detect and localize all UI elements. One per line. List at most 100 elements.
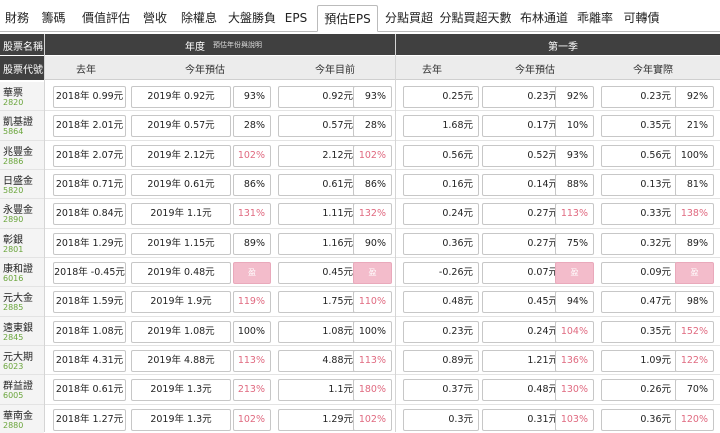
stock-name[interactable]: 華南金 [3, 410, 33, 422]
cell-y-fc-pct: 盈 [233, 261, 271, 284]
stock-cell[interactable]: 彰銀 2801 [0, 228, 44, 257]
cell-y-last: 2018年 -0.45元 [53, 261, 126, 284]
cell-q-fc-pct: 136% [555, 349, 594, 372]
stock-name[interactable]: 元大金 [3, 293, 33, 305]
cell-q-act: 0.36元 [601, 408, 677, 431]
cell-q-act: 0.23元 [601, 86, 677, 108]
cell-y-cur: 2.12元 [278, 144, 359, 167]
cell-y-fc: 2019年 0.92元 [131, 86, 231, 108]
stock-cell[interactable]: 元大期 6023 [0, 345, 44, 375]
cell-y-fc: 2019年 4.88元 [131, 349, 231, 372]
cell-y-last: 2018年 1.08元 [53, 320, 126, 343]
tab-4[interactable]: 除權息 [180, 11, 217, 25]
cell-y-cur-pct: 110% [353, 291, 392, 314]
tab-3[interactable]: 營收 [142, 11, 167, 25]
cell-y-cur-pct: 113% [353, 349, 392, 372]
cell-q-act-pct: 92% [675, 86, 714, 108]
quarter-title: 第一季 [548, 42, 578, 53]
table-row: 康和證 6016 2018年 -0.45元 2019年 0.48元盈 0.45元盈 -0.… [0, 257, 720, 288]
stock-cell[interactable]: 康和證 6016 [0, 257, 44, 287]
stock-cell[interactable]: 華南金 2880 [0, 404, 44, 433]
cell-y-fc-pct: 100% [233, 320, 271, 343]
col-header-quarter-last-year: 去年 [422, 65, 442, 76]
cell-y-cur-pct: 90% [353, 232, 392, 255]
tab-2[interactable]: 價值評估 [81, 11, 130, 25]
cell-q-fc-pct: 94% [555, 291, 594, 314]
cell-y-cur: 0.61元 [278, 173, 359, 196]
cell-q-act-pct: 89% [675, 232, 714, 255]
stock-name[interactable]: 永豐金 [3, 205, 33, 217]
tab-1[interactable]: 籌碼 [41, 11, 66, 25]
cell-q-act-pct: 100% [675, 144, 714, 167]
stock-cell[interactable]: 群益證 6005 [0, 375, 44, 404]
cell-y-cur-pct: 盈 [353, 261, 392, 284]
tab-6[interactable]: EPS [284, 11, 308, 25]
stock-name[interactable]: 群益證 [3, 381, 33, 393]
tab-8[interactable]: 分點買超 [384, 11, 433, 25]
stock-cell[interactable]: 永豐金 2890 [0, 199, 44, 228]
stock-name[interactable]: 元大期 [3, 351, 33, 363]
cell-q-last: -0.26元 [403, 261, 479, 284]
quarter-section-header: 第一季 [396, 34, 720, 55]
stock-cell[interactable]: 凱基證 5864 [0, 111, 44, 140]
cell-q-act-pct: 98% [675, 291, 714, 314]
cell-y-fc: 2019年 1.1元 [131, 203, 231, 226]
stock-code: 6005 [3, 391, 24, 401]
cell-q-act: 0.32元 [601, 232, 677, 255]
stock-cell[interactable]: 日盛金 5820 [0, 169, 44, 199]
cell-q-last: 0.24元 [403, 203, 479, 226]
cell-q-act-pct: 122% [675, 349, 714, 372]
stock-name[interactable]: 彰銀 [3, 234, 23, 246]
stock-cell[interactable]: 元大金 2885 [0, 287, 44, 316]
cell-q-act-pct: 盈 [675, 261, 714, 284]
stock-name-header: 股票名稱 [0, 34, 44, 55]
cell-q-fc: 0.52元 [482, 144, 564, 167]
cell-y-last: 2018年 1.27元 [53, 408, 126, 431]
tab-7[interactable]: 預估EPS [317, 5, 378, 32]
cell-y-last: 2018年 0.84元 [53, 203, 126, 226]
tab-0[interactable]: 財務 [4, 11, 29, 25]
cell-q-act: 1.09元 [601, 349, 677, 372]
cell-q-act-pct: 138% [675, 203, 714, 226]
cell-q-fc: 0.48元 [482, 379, 564, 402]
stock-name[interactable]: 康和證 [3, 263, 33, 275]
col-header-annual-current: 今年目前 [315, 65, 355, 76]
cell-y-cur-pct: 132% [353, 203, 392, 226]
stock-name[interactable]: 日盛金 [3, 175, 33, 187]
cell-y-fc: 2019年 0.61元 [131, 173, 231, 196]
cell-y-fc: 2019年 0.48元 [131, 261, 231, 284]
col-header-quarter-actual: 今年實際 [633, 65, 673, 76]
tab-11[interactable]: 乖離率 [576, 11, 613, 25]
cell-q-last: 0.3元 [403, 408, 479, 431]
stock-cell[interactable]: 華票 2820 [0, 82, 44, 111]
stock-cell[interactable]: 兆豐金 2886 [0, 140, 44, 169]
cell-y-fc-pct: 113% [233, 349, 271, 372]
stock-cell[interactable]: 遠東銀 2845 [0, 316, 44, 345]
cell-y-fc-pct: 93% [233, 86, 271, 108]
cell-q-act: 0.35元 [601, 115, 677, 138]
cell-q-last: 0.16元 [403, 173, 479, 196]
stock-name[interactable]: 遠東銀 [3, 322, 33, 334]
cell-y-fc: 2019年 0.57元 [131, 115, 231, 138]
cell-y-fc-pct: 119% [233, 291, 271, 314]
cell-q-act-pct: 120% [675, 408, 714, 431]
cell-q-fc: 0.17元 [482, 115, 564, 138]
cell-y-cur: 0.92元 [278, 86, 359, 108]
cell-y-cur: 4.88元 [278, 349, 359, 372]
stock-name[interactable]: 兆豐金 [3, 146, 33, 158]
stock-name[interactable]: 華票 [3, 88, 23, 99]
tab-5[interactable]: 大盤勝負 [227, 11, 276, 25]
cell-q-act: 0.13元 [601, 173, 677, 196]
stock-name[interactable]: 凱基證 [3, 117, 33, 129]
cell-q-fc-pct: 103% [555, 408, 594, 431]
tab-10[interactable]: 布林通道 [519, 11, 568, 25]
cell-y-cur: 1.1元 [278, 379, 359, 402]
cell-y-last: 2018年 2.07元 [53, 144, 126, 167]
tab-12[interactable]: 可轉債 [623, 11, 660, 25]
cell-y-cur: 1.11元 [278, 203, 359, 226]
stock-code-header-label: 股票代號 [3, 65, 43, 76]
cell-y-fc: 2019年 1.08元 [131, 320, 231, 343]
cell-q-fc-pct: 104% [555, 320, 594, 343]
tab-9[interactable]: 分點買超天數 [439, 11, 512, 25]
stock-code: 2845 [3, 332, 24, 342]
